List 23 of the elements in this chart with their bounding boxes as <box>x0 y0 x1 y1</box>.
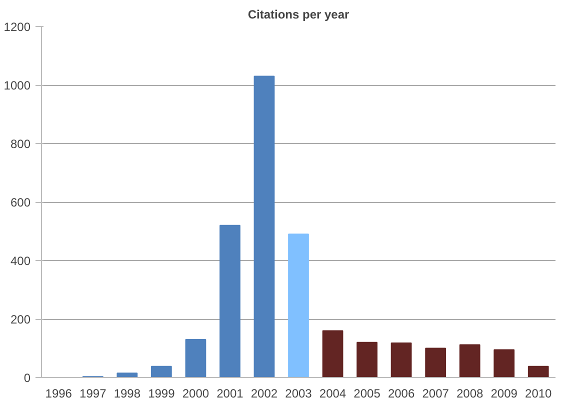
y-tick-label: 600 <box>10 196 31 210</box>
x-tick-label: 2001 <box>216 386 244 400</box>
x-tick-label: 1999 <box>148 386 176 400</box>
x-tick-label: 2003 <box>285 386 312 400</box>
x-tick-label: 2008 <box>456 386 484 400</box>
chart-title: Citations per year <box>248 8 350 22</box>
x-tick-label: 1996 <box>45 386 72 400</box>
x-tick-label: 2009 <box>490 386 518 400</box>
x-tick-label: 2006 <box>388 386 415 400</box>
x-tick-label: 1998 <box>114 386 141 400</box>
x-tick-label: 2010 <box>525 386 552 400</box>
y-tick-label: 1200 <box>4 20 31 34</box>
x-tick-label: 2000 <box>182 386 210 400</box>
x-tick-label: 2004 <box>319 386 346 400</box>
x-tick-label: 2002 <box>250 386 278 400</box>
y-tick-label: 0 <box>24 371 31 385</box>
y-tick-label: 1000 <box>4 78 31 92</box>
x-tick-label: 1997 <box>80 386 107 400</box>
y-tick-label: 200 <box>10 312 31 326</box>
y-tick-label: 800 <box>10 137 31 151</box>
x-tick-label: 2005 <box>354 386 381 400</box>
y-tick-label: 400 <box>10 254 31 268</box>
x-tick-label: 2007 <box>422 386 450 400</box>
